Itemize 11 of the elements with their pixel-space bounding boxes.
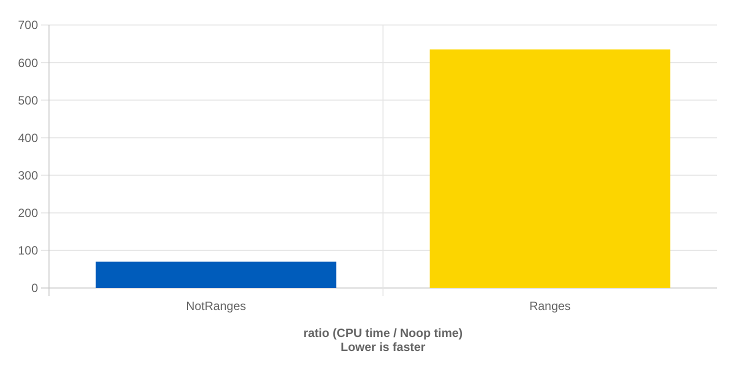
y-tick-label: 100 bbox=[18, 244, 38, 258]
x-tick-label: Ranges bbox=[529, 299, 571, 313]
y-tick-label: 600 bbox=[18, 56, 38, 70]
y-tick-label: 0 bbox=[31, 281, 38, 296]
y-tick-label: 700 bbox=[18, 18, 38, 32]
x-axis-title: ratio (CPU time / Noop time) Lower is faster bbox=[303, 326, 463, 354]
y-tick-label: 500 bbox=[18, 93, 38, 108]
y-tick-label: 200 bbox=[18, 206, 38, 220]
y-tick-label: 400 bbox=[18, 130, 38, 145]
y-tick-label: 300 bbox=[18, 168, 38, 182]
x-tick-label: NotRanges bbox=[186, 299, 246, 313]
